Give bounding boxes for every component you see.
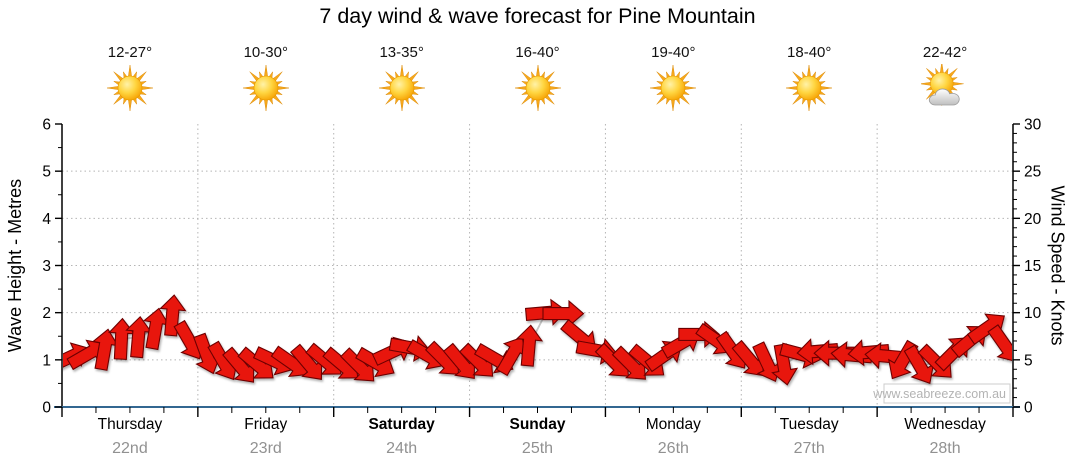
wind-arrow [542,299,585,328]
wind-arrow [125,315,153,359]
wind-arrow [987,324,1012,363]
day-date-label: 25th [521,440,554,457]
page-title: 7 day wind & wave forecast for Pine Moun… [319,4,756,28]
temp-range-label: 19-40° [651,44,696,61]
temp-range-label: 12-27° [107,44,153,61]
day-date-label: 27th [793,440,825,457]
day-date-label: 23rd [249,440,282,457]
sun-icon [786,64,833,112]
left-axis-tick-label: 6 [42,117,51,134]
sun-icon [106,64,153,112]
day-name-label: Friday [244,416,288,433]
left-axis-tick-label: 5 [42,164,51,181]
day-date-label: 26th [657,440,689,457]
day-date-label: 22nd [112,440,148,457]
sun-icon [650,64,697,112]
left-axis-tick-label: 1 [42,352,51,369]
right-axis-tick-label: 20 [1024,211,1042,228]
day-date-label: 28th [929,440,961,457]
temp-range-label: 18-40° [787,44,832,61]
wind-arrow [771,343,799,386]
sun-icon [514,64,561,112]
left-axis-tick-label: 0 [42,400,51,417]
wind-arrow [91,328,119,371]
cloud-icon [928,88,960,106]
left-axis-tick-label: 4 [42,211,51,228]
wind-arrow [515,324,544,367]
day-name-label: Tuesday [779,416,839,433]
right-axis-tick-label: 30 [1024,117,1042,134]
wind-arrow [903,344,935,384]
wind-arrow [966,313,1005,345]
right-axis-tick-label: 25 [1024,164,1041,181]
temp-range-label: 10-30° [243,44,288,61]
partly-cloudy-icon [921,64,964,106]
watermark: www.seabreeze.com.au [872,383,1011,404]
sun-icon [242,64,289,112]
right-axis-tick-label: 15 [1024,258,1041,275]
wind-arrow [752,341,782,383]
wind-arrows [63,294,1012,386]
wind-arrow [611,345,646,380]
day-name-label: Thursday [97,416,163,433]
left-axis-tick-label: 2 [42,305,51,322]
axes: 0 1 2 3 4 5 6 0 5 10 15 20 25 30 [42,117,1042,417]
day-name-label: Wednesday [904,416,986,433]
right-axis-tick-label: 5 [1024,352,1033,369]
sun-icon [378,64,425,112]
temp-range-label: 16-40° [515,44,560,61]
day-name-label: Monday [645,416,701,433]
wind-arrow [289,343,323,380]
watermark-text: www.seabreeze.com.au [872,387,1006,401]
day-name-label: Sunday [509,416,566,433]
temp-range-label: 13-35° [379,44,424,61]
day-date-label: 24th [386,440,418,457]
wind-arrow [142,307,170,351]
day-name-label: Saturday [368,416,435,433]
right-axis-tick-label: 0 [1024,400,1033,417]
left-axis-tick-label: 3 [42,258,51,275]
right-axis-tick-label: 10 [1024,305,1042,322]
temp-range-label: 22-42° [922,44,968,61]
